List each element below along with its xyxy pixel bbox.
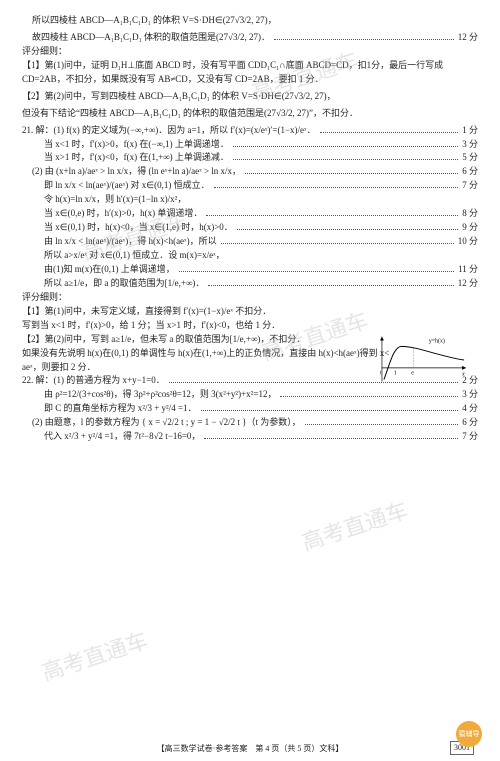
- y-arrow: [380, 337, 384, 341]
- text-line: 但没有下结论“四棱柱 ABCD—A₁B₁C₁D₁ 的体积的取值范围是(27√3/…: [22, 107, 478, 121]
- points-label: 6 分: [462, 416, 478, 430]
- text-line: 所以 a≥1/e，即 a 的取值范围为[1/e,+∞)． 12 分: [22, 277, 478, 291]
- dot-leader: [214, 187, 459, 188]
- dot-leader: [245, 173, 458, 174]
- points-label: 9 分: [462, 221, 478, 235]
- text-line: (2) 由 (x+ln a)/aeˣ > ln x/x，得 (ln eˣ+ln …: [22, 165, 478, 179]
- line-text: 由(1)知 m(x)在(0,1) 上单调递增，: [44, 263, 175, 277]
- tick-e: e: [411, 371, 414, 377]
- line-text: 当 x<1 时，f′(x)>0，f(x) 在(−∞,1) 上单调递增．: [44, 138, 229, 152]
- dot-leader: [274, 39, 454, 40]
- watermark: 高考直通车: [37, 624, 152, 690]
- points-label: 10 分: [458, 235, 478, 249]
- line-text: 令 h(x)=ln x/x，则 h′(x)=(1−ln x)/x²，: [44, 193, 186, 207]
- dot-leader: [179, 271, 454, 272]
- text-line: 当 x∈(0,e) 时，h′(x)>0，h(x) 单调递增． 8 分: [22, 207, 478, 221]
- text-line: 当 x>1 时，f′(x)<0，f(x) 在(1,+∞) 上单调递减． 5 分: [22, 151, 478, 165]
- line-text: 21. 解：(1) f(x) 的定义域为(−∞,+∞)．因为 a=1，所以 f′…: [22, 124, 316, 138]
- dot-leader: [305, 424, 458, 425]
- points-label: 6 分: [462, 165, 478, 179]
- text-line: 所以 a>x/eˣ 对 x∈(0,1) 恒成立．设 m(x)=x/eˣ，: [22, 249, 478, 263]
- dot-leader: [204, 438, 458, 439]
- text-line: 由 ρ²=12/(3+cos²θ)，得 3ρ²+ρ²cos²θ=12，则 3(x…: [22, 388, 478, 402]
- text-line: 代入 x²/3 + y²/4 =1，得 7t²−8√2 t−16=0， 7 分: [22, 430, 478, 444]
- dot-leader: [320, 132, 459, 133]
- text-line: 由(1)知 m(x)在(0,1) 上单调递增， 11 分: [22, 263, 478, 277]
- line-text: aeˣ，则要扣 2 分．: [22, 361, 96, 375]
- dot-leader: [237, 229, 458, 230]
- watermark: 高考直通车: [297, 494, 412, 560]
- line-text: 【1】第(1)问中，证明 D₁H⊥底面 ABCD 时，没有写平面 CDD₁C₁∩…: [22, 59, 443, 73]
- line-text: 如果没有先说明 h(x)在(0,1) 的单调性与 h(x)在(1,+∞)上的正负…: [22, 347, 389, 361]
- line-text: 当 x∈(0,e) 时，h′(x)>0，h(x) 单调递增．: [44, 207, 202, 221]
- line-text: 即 C 的直角坐标方程为 x²/3 + y²/4 =1．: [44, 402, 197, 416]
- line-text: 评分细则：: [22, 291, 67, 305]
- points-label: 4 分: [462, 402, 478, 416]
- line-text: CD=2AB，不扣分，如果既没有写 AB≠CD，又没有写 CD=2AB，要扣 1…: [22, 73, 324, 87]
- text-line: 令 h(x)=ln x/x，则 h′(x)=(1−ln x)/x²，: [22, 193, 478, 207]
- line-text: (2) 由题意，l 的参数方程为 { x = √2/2 t ; y = 1 − …: [32, 416, 301, 430]
- text-line: 21. 解：(1) f(x) 的定义域为(−∞,+∞)．因为 a=1，所以 f′…: [22, 124, 478, 138]
- text-line: 评分细则：: [22, 291, 478, 305]
- points-label: 1 分: [462, 124, 478, 138]
- dot-leader: [233, 159, 458, 160]
- dot-leader: [221, 243, 454, 244]
- line-text: 所以 a≥1/e，即 a 的取值范围为[1/e,+∞)．: [44, 277, 204, 291]
- line-text: 【1】第(1)问中，未写定义域，直接得到 f′(x)=(1−x)/eˣ 不扣分．: [22, 305, 271, 319]
- text-line: CD=2AB，不扣分，如果既没有写 AB≠CD，又没有写 CD=2AB，要扣 1…: [22, 73, 478, 87]
- dot-leader: [280, 396, 458, 397]
- points-label: 11 分: [458, 263, 478, 277]
- points-label: 7 分: [462, 430, 478, 444]
- line-text: 但没有下结论“四棱柱 ABCD—A₁B₁C₁D₁ 的体积的取值范围是(27√3/…: [22, 107, 358, 121]
- line-text: 所以四棱柱 ABCD—A₁B₁C₁D₁ 的体积 V=S·DH∈(27√3/2, …: [32, 14, 277, 28]
- points-label: 12 分: [458, 277, 478, 291]
- text-line: (2) 由题意，l 的参数方程为 { x = √2/2 t ; y = 1 − …: [22, 416, 478, 430]
- x-arrow: [462, 366, 466, 370]
- line-text: (2) 由 (x+ln a)/aeˣ > ln x/x，得 (ln eˣ+ln …: [32, 165, 241, 179]
- line-text: 评分细则：: [22, 45, 67, 59]
- points-label: 3 分: [462, 388, 478, 402]
- dot-leader: [206, 215, 458, 216]
- points-label: 7 分: [462, 179, 478, 193]
- line-text: 故四棱柱 ABCD—A₁B₁C₁D₁ 体积的取值范围是(27√3/2, 27)．: [32, 31, 270, 45]
- text-line: 当 x∈(0,1) 时，h(x)<0，当 x∈(1,e) 时，h(x)>0． 9 …: [22, 221, 478, 235]
- text-line: 所以四棱柱 ABCD—A₁B₁C₁D₁ 的体积 V=S·DH∈(27√3/2, …: [22, 14, 478, 28]
- line-text: 写到当 x<1 时，f′(x)>0，给 1 分；当 x>1 时，f′(x)<0，…: [22, 319, 280, 333]
- text-line: 故四棱柱 ABCD—A₁B₁C₁D₁ 体积的取值范围是(27√3/2, 27)．…: [22, 31, 478, 45]
- line-text: 由 ρ²=12/(3+cos²θ)，得 3ρ²+ρ²cos²θ=12，则 3(x…: [44, 388, 276, 402]
- line-text: 当 x>1 时，f′(x)<0，f(x) 在(1,+∞) 上单调递减．: [44, 151, 229, 165]
- text-line: 由 ln x/x < ln(aeˣ)/(aeˣ)，得 h(x)<h(aeˣ)，所…: [22, 235, 478, 249]
- points-label: 3 分: [462, 138, 478, 152]
- text-line: 即 C 的直角坐标方程为 x²/3 + y²/4 =1． 4 分: [22, 402, 478, 416]
- graph-ylabel: y=h(x): [429, 337, 445, 344]
- line-text: 当 x∈(0,1) 时，h(x)<0，当 x∈(1,e) 时，h(x)>0．: [44, 221, 233, 235]
- dot-leader: [233, 146, 458, 147]
- points-label: 12 分: [458, 31, 478, 45]
- text-line: 即 ln x/x < ln(aeˣ)/(aeˣ) 对 x∈(0,1) 恒成立． 7…: [22, 179, 478, 193]
- line-text: 由 ln x/x < ln(aeˣ)/(aeˣ)，得 h(x)<h(aeˣ)，所…: [44, 235, 217, 249]
- text-line: 【2】第(2)问中，写到四棱柱 ABCD—A₁B₁C₁D₁ 的体积 V=S·DH…: [22, 90, 478, 104]
- line-text: 【2】第(2)问中，写到四棱柱 ABCD—A₁B₁C₁D₁ 的体积 V=S·DH…: [22, 90, 336, 104]
- text-line: 写到当 x<1 时，f′(x)>0，给 1 分；当 x>1 时，f′(x)<0，…: [22, 319, 478, 333]
- line-text: 【2】第(2)问中，写到 a≥1/e，但未写 a 的取值范围为[1/e,+∞)，…: [22, 333, 305, 347]
- text-line: 【1】第(1)问中，未写定义域，直接得到 f′(x)=(1−x)/eˣ 不扣分．: [22, 305, 478, 319]
- brand-logo: 猿辅导: [456, 721, 482, 747]
- points-label: 8 分: [462, 207, 478, 221]
- line-text: 代入 x²/3 + y²/4 =1，得 7t²−8√2 t−16=0，: [44, 430, 200, 444]
- dot-leader: [208, 285, 453, 286]
- x-label: x: [461, 372, 465, 378]
- tick-0: 0: [380, 371, 381, 377]
- line-text: 所以 a>x/eˣ 对 x∈(0,1) 恒成立．设 m(x)=x/eˣ，: [44, 249, 225, 263]
- text-line: 评分细则：: [22, 45, 478, 59]
- curve-graph: y=h(x) 0 1 e x y: [380, 334, 468, 390]
- dot-leader: [201, 410, 459, 411]
- page-footer: 【高三数学试卷·参考答案 第 4 页（共 5 页）文科】: [0, 743, 500, 755]
- line-text: 即 ln x/x < ln(aeˣ)/(aeˣ) 对 x∈(0,1) 恒成立．: [44, 179, 210, 193]
- line-text: 22. 解：(1) 的普通方程为 x+y−1=0．: [22, 374, 165, 388]
- text-line: 当 x<1 时，f′(x)>0，f(x) 在(−∞,1) 上单调递增． 3 分: [22, 138, 478, 152]
- text-line: 【1】第(1)问中，证明 D₁H⊥底面 ABCD 时，没有写平面 CDD₁C₁∩…: [22, 59, 478, 73]
- points-label: 5 分: [462, 151, 478, 165]
- tick-1: 1: [394, 371, 397, 377]
